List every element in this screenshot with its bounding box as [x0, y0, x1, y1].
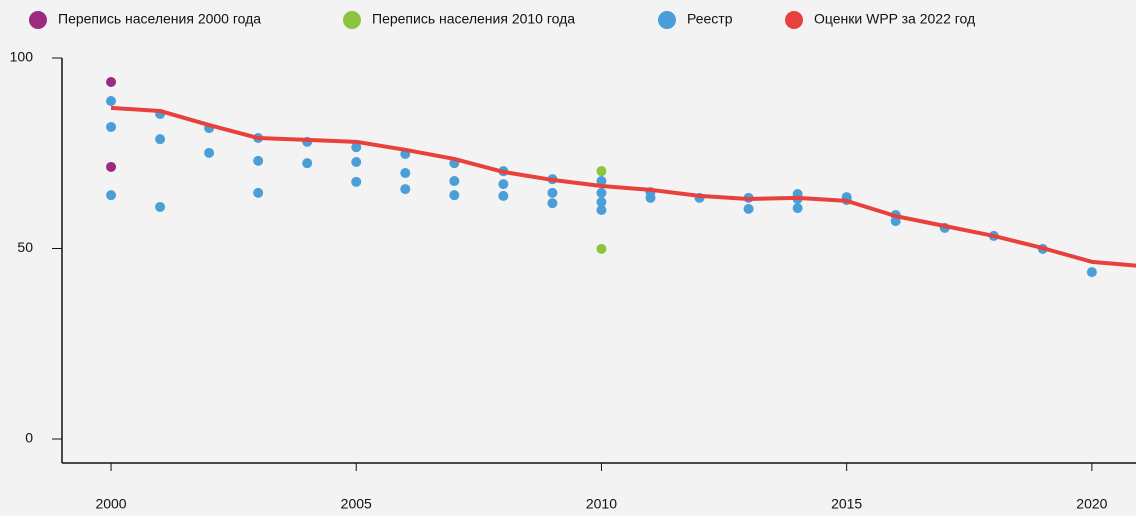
point — [400, 168, 411, 179]
point — [645, 192, 656, 203]
point — [106, 121, 117, 132]
y-tick-label: 0 — [25, 430, 33, 446]
x-tick-label: 2015 — [831, 496, 862, 512]
point — [449, 190, 460, 201]
y-tick-label: 50 — [17, 239, 33, 255]
point — [743, 203, 754, 214]
y-tick-label: 100 — [10, 49, 34, 65]
point — [351, 176, 362, 187]
point — [547, 198, 558, 209]
point — [351, 157, 362, 168]
point — [351, 142, 362, 153]
point — [596, 197, 607, 208]
point — [204, 147, 215, 158]
legend-label: Реестр — [687, 11, 733, 27]
legend-label: Оценки WPP за 2022 год — [814, 11, 975, 27]
point — [449, 176, 460, 187]
point — [498, 179, 509, 190]
point — [106, 77, 117, 88]
legend-marker — [29, 11, 47, 29]
point — [155, 134, 166, 145]
x-tick-label: 2000 — [95, 496, 126, 512]
legend-label: Перепись населения 2000 года — [58, 11, 261, 27]
x-tick-label: 2010 — [586, 496, 617, 512]
x-tick-label: 2020 — [1076, 496, 1107, 512]
point — [400, 184, 411, 195]
point — [302, 158, 313, 169]
wpp-line — [110, 105, 1136, 268]
point — [792, 203, 803, 214]
x-tick-label: 2005 — [341, 496, 372, 512]
point — [596, 187, 607, 198]
point — [596, 243, 607, 254]
point — [106, 96, 117, 107]
point — [547, 187, 558, 198]
point — [253, 155, 264, 166]
legend-marker — [785, 11, 803, 29]
point — [596, 205, 607, 216]
point — [106, 161, 117, 172]
legend-marker — [343, 11, 361, 29]
point — [1086, 267, 1097, 278]
point — [596, 176, 607, 187]
point — [596, 166, 607, 177]
point — [253, 187, 264, 198]
point — [106, 190, 117, 201]
point — [155, 201, 166, 212]
legend-label: Перепись населения 2010 года — [372, 11, 575, 27]
point — [498, 190, 509, 201]
legend-marker — [658, 11, 676, 29]
